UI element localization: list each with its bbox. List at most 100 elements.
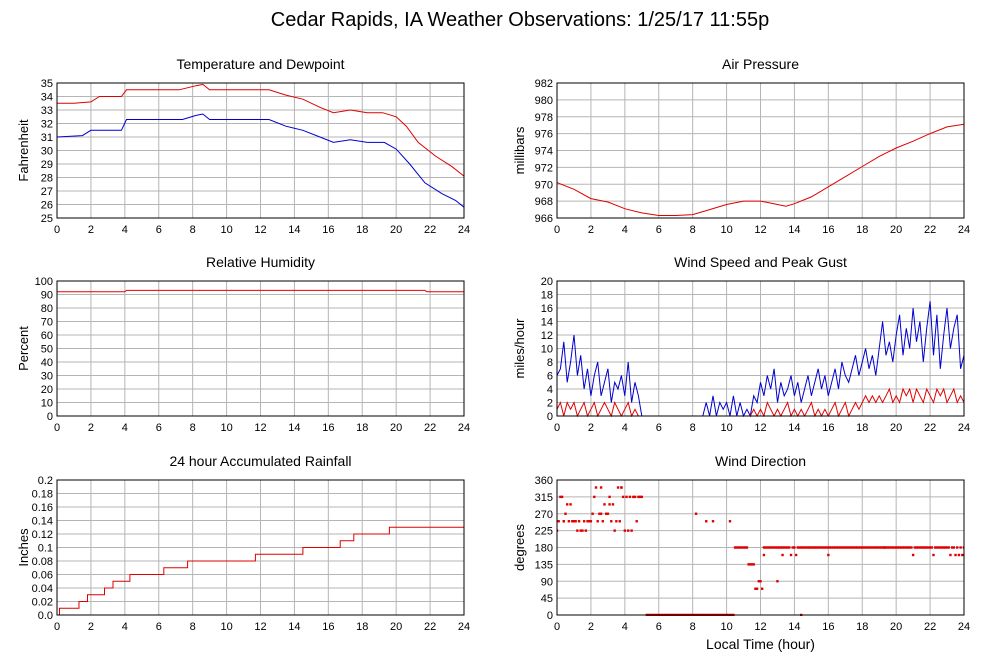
data-point	[640, 495, 643, 499]
x-tick-label: 6	[656, 422, 662, 434]
data-point	[752, 563, 755, 566]
data-point	[920, 546, 923, 549]
x-tick-label: 22	[924, 224, 936, 236]
data-point	[942, 546, 945, 549]
y-tick-label: 30	[41, 371, 53, 383]
data-point	[825, 546, 828, 549]
y-tick-label: 80	[41, 303, 53, 315]
x-tick-label: 8	[190, 621, 196, 633]
data-point	[754, 587, 757, 590]
y-tick-label: 360	[535, 475, 553, 487]
series-group	[557, 123, 964, 216]
direction-xlabel: Local Time (hour)	[706, 636, 815, 652]
data-point	[560, 495, 564, 499]
data-point	[766, 546, 769, 549]
x-tick-label: 2	[88, 422, 94, 434]
y-tick-label: 974	[535, 146, 553, 158]
data-point	[947, 546, 950, 549]
data-point	[883, 546, 886, 549]
y-tick-label: 50	[41, 344, 53, 356]
data-point	[755, 587, 759, 590]
data-point	[576, 529, 579, 532]
data-point	[952, 546, 956, 549]
data-point	[822, 546, 825, 549]
y-tick-label: 970	[535, 179, 553, 191]
series-line-0	[57, 83, 464, 177]
data-point	[898, 546, 901, 549]
data-point	[837, 546, 840, 549]
data-point	[774, 546, 777, 549]
x-tick-label: 22	[424, 422, 436, 434]
x-tick-label: 24	[458, 224, 470, 236]
y-tick-label: 45	[541, 593, 553, 605]
data-point	[923, 546, 927, 549]
data-point	[839, 546, 842, 549]
x-tick-label: 20	[390, 422, 402, 434]
x-tick-label: 0	[54, 224, 60, 236]
y-tick-label: 10	[541, 344, 553, 356]
y-tick-label: 14	[541, 317, 553, 329]
x-tick-label: 8	[190, 422, 196, 434]
data-point	[808, 546, 811, 549]
data-point	[801, 546, 805, 549]
y-tick-label: 225	[535, 526, 553, 538]
data-point	[628, 495, 632, 499]
y-tick-label: 0.0	[38, 610, 53, 622]
data-point	[711, 520, 715, 523]
pressure-title: Air Pressure	[722, 56, 799, 72]
data-point	[954, 553, 957, 557]
direction-ylabel: degrees	[512, 524, 527, 571]
pressure-chart: 0 2 4 6 8 10 12 14 16 18 20 22 249669689709729749769…	[512, 56, 970, 236]
y-tick-label: 34	[41, 92, 53, 104]
data-point	[796, 546, 800, 549]
y-tick-label: 270	[535, 509, 553, 521]
x-tick-label: 6	[156, 224, 162, 236]
data-point	[632, 495, 635, 499]
data-point	[618, 520, 621, 523]
direction-title: Wind Direction	[715, 453, 806, 469]
data-point	[593, 495, 596, 499]
y-tick-label: 980	[535, 95, 553, 107]
data-point	[737, 546, 740, 549]
data-point	[791, 546, 794, 549]
data-point	[615, 520, 618, 523]
y-tick-label: 972	[535, 162, 553, 174]
data-point	[884, 546, 888, 549]
x-tick-label: 20	[890, 224, 902, 236]
y-tick-label: 33	[41, 105, 53, 117]
data-point	[849, 546, 852, 549]
x-tick-label: 4	[622, 422, 628, 434]
data-point	[937, 546, 940, 549]
series-line-1	[57, 113, 464, 208]
data-point	[776, 580, 779, 583]
data-point	[564, 512, 567, 515]
y-tick-label: 966	[535, 213, 553, 225]
series-line-0	[557, 123, 964, 216]
data-point	[738, 546, 742, 549]
plot-frame	[556, 82, 965, 219]
data-point	[845, 546, 849, 549]
x-tick-label: 16	[822, 621, 834, 633]
x-tick-label: 2	[88, 621, 94, 633]
data-point	[835, 546, 839, 549]
data-point	[888, 546, 891, 549]
x-tick-label: 12	[754, 224, 766, 236]
y-tick-label: 60	[41, 330, 53, 342]
data-point	[854, 546, 857, 549]
temp-chart: 0 2 4 6 8 10 12 14 16 18 20 22 242526272829303132333…	[16, 56, 470, 236]
y-tick-label: 976	[535, 129, 553, 141]
data-point	[874, 546, 878, 549]
data-point	[608, 495, 611, 499]
data-point	[772, 546, 776, 549]
y-tick-label: 0.02	[32, 597, 53, 609]
data-point	[596, 520, 599, 523]
data-point	[579, 529, 582, 532]
data-point	[769, 546, 772, 549]
data-point	[603, 503, 606, 506]
data-point	[961, 553, 964, 557]
y-tick-label: 0.18	[32, 489, 53, 501]
data-point	[869, 546, 872, 549]
data-point	[705, 520, 708, 523]
